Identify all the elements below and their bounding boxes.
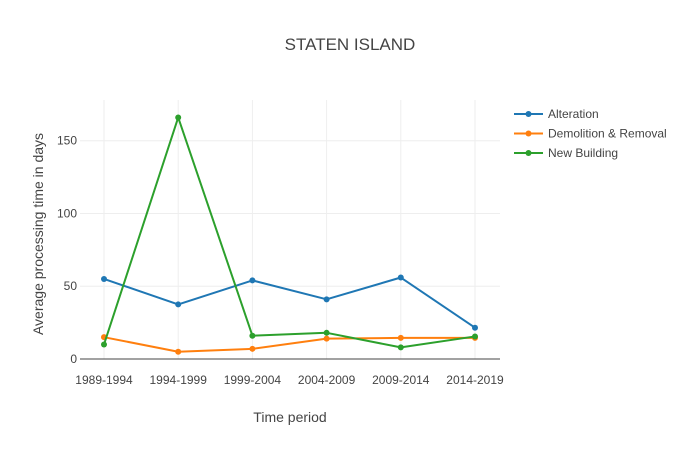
data-point[interactable] — [249, 332, 256, 339]
legend-marker-icon — [525, 150, 532, 156]
data-point[interactable] — [175, 348, 182, 355]
x-axis-title: Time period — [253, 409, 326, 425]
y-axis-title: Average processing time in days — [30, 133, 46, 335]
gridlines — [80, 100, 500, 359]
x-tick-label: 1994-1999 — [150, 373, 208, 387]
x-tick-label: 1999-2004 — [224, 373, 282, 387]
y-tick-label: 150 — [57, 134, 77, 148]
x-tick-label: 2014-2019 — [446, 373, 504, 387]
x-tick-label: 2004-2009 — [298, 373, 356, 387]
series-lines — [101, 114, 478, 355]
series-line — [103, 276, 476, 329]
data-point[interactable] — [472, 324, 478, 331]
legend-marker-icon — [525, 130, 532, 137]
legend-label: Demolition & Removal — [548, 127, 667, 141]
legend-label: New Building — [548, 146, 618, 160]
series-new-building — [101, 114, 478, 351]
data-point[interactable] — [397, 274, 404, 281]
data-point[interactable] — [323, 296, 330, 303]
data-point[interactable] — [175, 114, 182, 121]
axes: 0 50 100 150 1989-1994 1994-1999 1999-2004 2004… — [57, 134, 504, 387]
legend-marker-icon — [525, 111, 532, 117]
data-point[interactable] — [397, 334, 404, 341]
legend-item[interactable]: Alteration — [514, 107, 599, 121]
data-point[interactable] — [323, 335, 330, 342]
data-point[interactable] — [249, 277, 256, 284]
legend-item[interactable]: Demolition & Removal — [514, 127, 667, 141]
y-tick-label: 100 — [57, 206, 77, 220]
legend-label: Alteration — [548, 107, 599, 121]
data-point[interactable] — [175, 301, 182, 308]
series-line — [103, 336, 475, 353]
data-point[interactable] — [323, 329, 330, 336]
data-point[interactable] — [472, 333, 478, 340]
y-tick-label: 50 — [64, 279, 78, 293]
x-tick-label: 2009-2014 — [372, 373, 430, 387]
legend-item[interactable]: New Building — [514, 146, 618, 160]
data-point[interactable] — [397, 344, 404, 351]
x-tick-label: 1989-1994 — [75, 373, 133, 387]
series-line — [103, 116, 476, 349]
data-point[interactable] — [101, 341, 107, 348]
y-tick-label: 0 — [70, 352, 77, 366]
series-alteration — [101, 274, 478, 331]
data-point[interactable] — [249, 345, 256, 352]
chart-title: STATEN ISLAND — [285, 35, 416, 54]
legend[interactable]: Alteration Demolition & Removal New Buildi… — [514, 107, 667, 160]
data-point[interactable] — [101, 275, 107, 282]
